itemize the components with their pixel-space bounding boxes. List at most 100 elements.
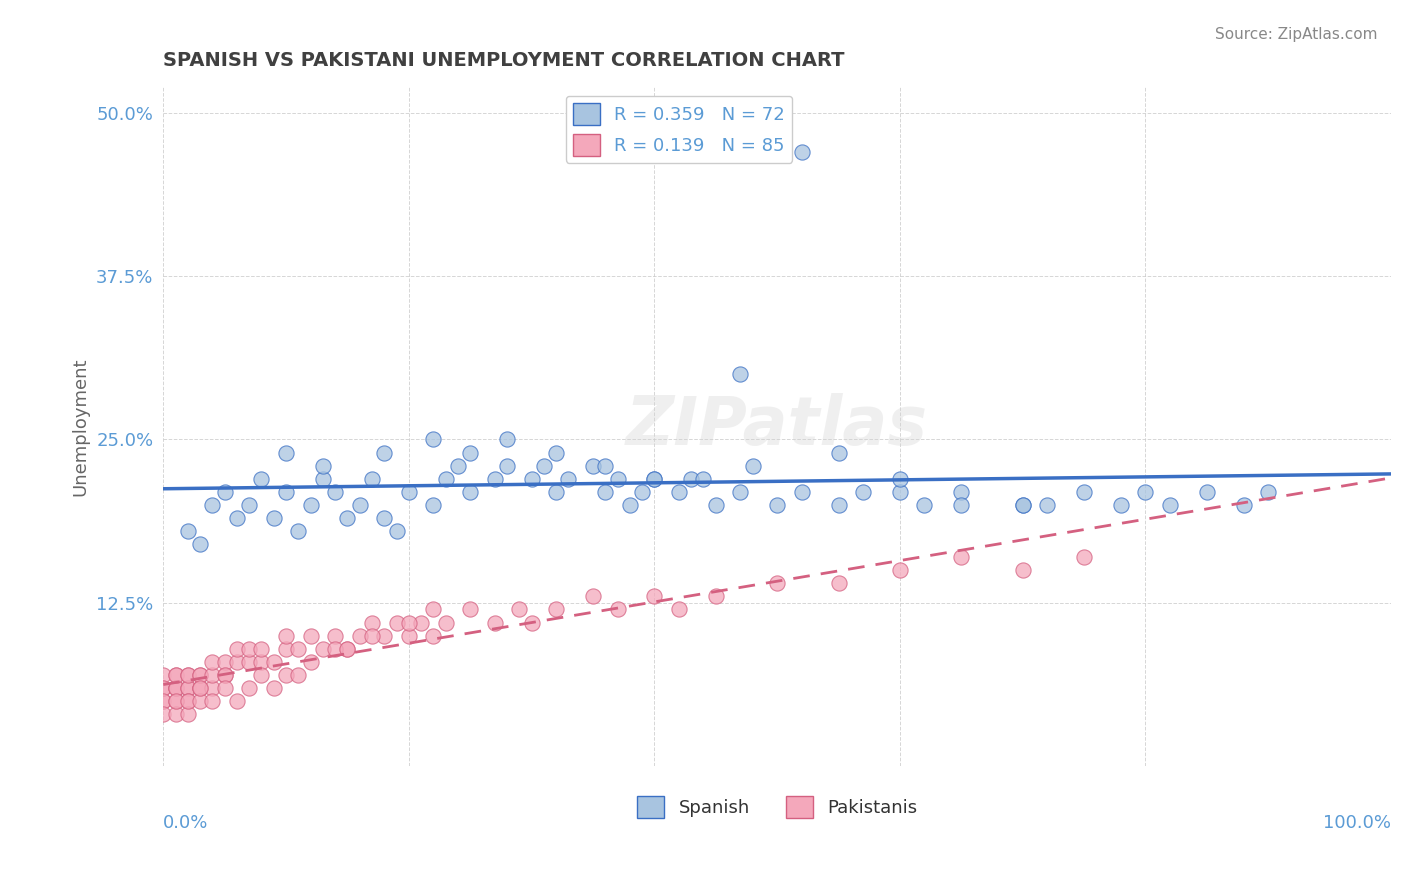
Point [188,681,211,695]
Point [263,681,285,695]
Point [508,602,530,616]
Point [1195,484,1218,499]
Point [373,511,395,525]
Point [299,498,322,512]
Point [250,641,273,656]
Point [226,511,249,525]
Point [606,472,628,486]
Text: 0.0%: 0.0% [163,814,208,832]
Point [299,655,322,669]
Point [889,563,911,577]
Point [323,484,346,499]
Point [1109,498,1132,512]
Point [692,472,714,486]
Point [165,681,187,695]
Point [458,602,481,616]
Point [593,458,616,473]
Point [889,472,911,486]
Point [373,629,395,643]
Point [557,472,579,486]
Point [214,668,236,682]
Point [349,498,371,512]
Point [582,458,605,473]
Point [1073,550,1095,565]
Point [373,445,395,459]
Point [152,694,174,708]
Point [546,484,568,499]
Point [188,668,211,682]
Point [152,681,174,695]
Point [323,629,346,643]
Point [188,694,211,708]
Point [422,433,444,447]
Point [1036,498,1059,512]
Point [263,655,285,669]
Point [496,458,519,473]
Point [214,668,236,682]
Point [287,641,309,656]
Point [827,498,849,512]
Point [226,655,249,669]
Point [520,472,543,486]
Point [250,655,273,669]
Point [434,472,457,486]
Point [730,484,752,499]
Point [422,498,444,512]
Point [398,484,420,499]
Point [177,694,200,708]
Point [1257,484,1279,499]
Point [496,433,519,447]
Point [336,511,359,525]
Point [827,445,849,459]
Point [226,641,249,656]
Point [914,498,936,512]
Text: Source: ZipAtlas.com: Source: ZipAtlas.com [1215,27,1378,42]
Point [681,472,703,486]
Point [238,641,260,656]
Point [766,498,789,512]
Point [152,706,174,721]
Point [790,145,813,159]
Point [950,550,973,565]
Point [177,524,200,538]
Point [177,668,200,682]
Point [361,629,384,643]
Point [201,694,224,708]
Point [458,484,481,499]
Point [226,694,249,708]
Point [606,602,628,616]
Point [188,668,211,682]
Point [582,590,605,604]
Point [201,655,224,669]
Point [177,706,200,721]
Point [361,472,384,486]
Point [177,668,200,682]
Point [1011,498,1033,512]
Point [422,602,444,616]
Point [643,472,665,486]
Point [704,590,727,604]
Point [950,498,973,512]
Point [385,524,408,538]
Point [852,484,875,499]
Point [152,681,174,695]
Point [263,511,285,525]
Point [274,641,297,656]
Point [730,367,752,381]
Point [165,694,187,708]
Point [274,484,297,499]
Point [704,498,727,512]
Point [312,641,335,656]
Point [287,668,309,682]
Point [1011,498,1033,512]
Point [177,694,200,708]
Point [250,668,273,682]
Point [188,537,211,551]
Point [238,681,260,695]
Point [165,706,187,721]
Point [214,484,236,499]
Point [1135,484,1157,499]
Point [238,655,260,669]
Point [398,615,420,630]
Point [1073,484,1095,499]
